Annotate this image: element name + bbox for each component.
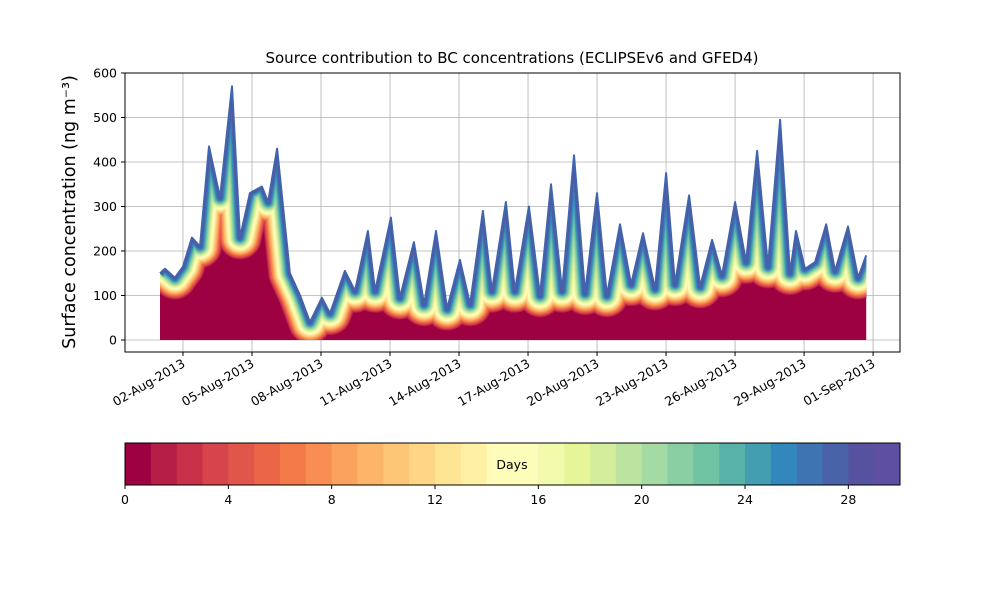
colorbar-swatch xyxy=(667,443,694,485)
colorbar-swatch xyxy=(693,443,720,485)
colorbar-swatch xyxy=(202,443,229,485)
colorbar-swatch xyxy=(770,443,798,485)
colorbar-swatch xyxy=(409,443,436,485)
colorbar-swatch xyxy=(564,443,591,485)
colorbar-swatch xyxy=(460,443,488,485)
colorbar-swatch xyxy=(435,443,462,485)
y-tick-label: 0 xyxy=(109,332,117,347)
colorbar-swatch xyxy=(486,443,513,485)
colorbar-swatch xyxy=(512,443,539,485)
colorbar-swatch xyxy=(150,443,178,485)
colorbar-swatch xyxy=(822,443,849,485)
colorbar-swatch xyxy=(280,443,307,485)
colorbar-swatch xyxy=(538,443,565,485)
colorbar-swatch xyxy=(641,443,668,485)
colorbar-swatch xyxy=(176,443,203,485)
colorbar-tick-label: 0 xyxy=(121,492,129,507)
chart-title: Source contribution to BC concentrations… xyxy=(265,49,758,67)
colorbar-tick-label: 12 xyxy=(427,492,443,507)
colorbar-tick-label: 16 xyxy=(530,492,546,507)
colorbar-swatch xyxy=(615,443,643,485)
colorbar-frame xyxy=(124,442,901,486)
y-tick-label: 400 xyxy=(93,154,117,169)
colorbar-swatch xyxy=(796,443,823,485)
y-tick-label: 600 xyxy=(93,66,117,81)
colorbar-swatch xyxy=(305,443,333,485)
y-axis-label: Surface concentration (ng m⁻³) xyxy=(60,75,80,349)
y-tick-label: 100 xyxy=(93,288,117,303)
colorbar-label: Days xyxy=(496,457,527,472)
colorbar-swatch xyxy=(848,443,875,485)
colorbar-swatch xyxy=(590,443,617,485)
area-top-line xyxy=(159,85,868,324)
y-tick-label: 300 xyxy=(93,199,117,214)
y-tick-label: 500 xyxy=(93,110,117,125)
colorbar-swatch xyxy=(254,443,281,485)
colorbar-tick-label: 24 xyxy=(737,492,753,507)
colorbar-swatch xyxy=(228,443,255,485)
colorbar-swatch xyxy=(125,443,152,485)
colorbar-swatch xyxy=(874,443,901,485)
colorbar-tick-label: 28 xyxy=(840,492,856,507)
colorbar-tick-label: 8 xyxy=(328,492,336,507)
plot-frame xyxy=(124,72,901,353)
colorbar-tick-label: 4 xyxy=(224,492,232,507)
y-tick-label: 200 xyxy=(93,243,117,258)
colorbar-swatch xyxy=(719,443,746,485)
colorbar-swatch xyxy=(745,443,772,485)
colorbar-tick-label: 20 xyxy=(634,492,650,507)
colorbar-swatch xyxy=(331,443,358,485)
colorbar-swatch xyxy=(383,443,410,485)
colorbar-swatch xyxy=(357,443,384,485)
